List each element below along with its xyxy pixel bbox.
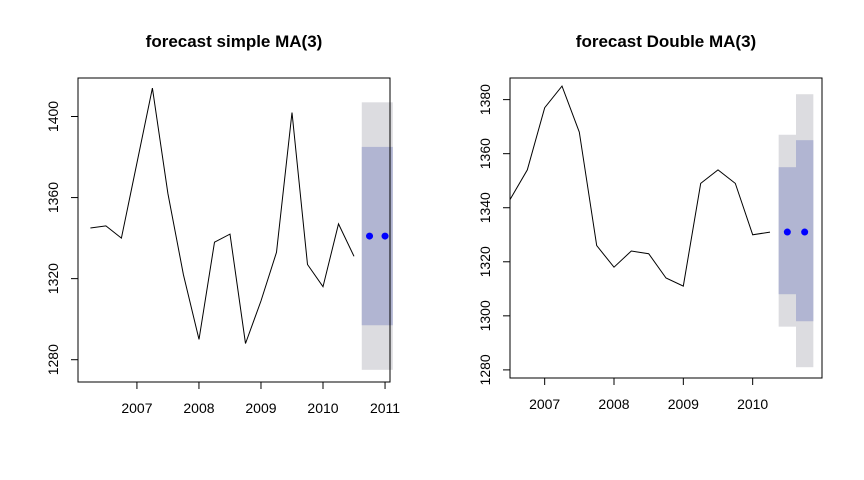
series-line	[90, 87, 355, 344]
forecast-point	[381, 232, 389, 240]
x-tick-label: 2009	[668, 396, 699, 412]
plot-frame	[509, 77, 823, 379]
forecast-point	[366, 232, 374, 240]
y-tick-label: 1280	[477, 354, 493, 385]
chart-panel-simple-ma: forecast simple MA(3) 2007 2008 2009 2010 20…	[45, 32, 400, 416]
x-tick-label: 2007	[121, 400, 152, 416]
x-tick-label: 2007	[529, 396, 560, 412]
y-tick-label: 1380	[477, 84, 493, 115]
chart-panel-double-ma: forecast Double MA(3) 2007 2008 2009 2010 12…	[477, 32, 823, 412]
series-line	[509, 85, 771, 287]
x-tick-label: 2010	[737, 396, 768, 412]
chart-title: forecast Double MA(3)	[576, 32, 756, 51]
x-tick-label: 2008	[598, 396, 629, 412]
plot-frame	[77, 77, 391, 383]
y-tick-label: 1320	[45, 263, 61, 294]
y-tick-label: 1340	[477, 192, 493, 223]
x-tick-label: 2008	[183, 400, 214, 416]
x-tick-label: 2010	[307, 400, 338, 416]
y-tick-label: 1320	[477, 246, 493, 277]
x-tick-label: 2009	[245, 400, 276, 416]
y-tick-label: 1400	[45, 101, 61, 132]
forecast-point	[801, 228, 809, 236]
forecast-point	[783, 228, 791, 236]
chart-title: forecast simple MA(3)	[146, 32, 323, 51]
y-tick-label: 1280	[45, 344, 61, 375]
y-tick-label: 1300	[477, 300, 493, 331]
y-tick-label: 1360	[45, 182, 61, 213]
x-tick-label: 2011	[370, 400, 400, 416]
y-tick-label: 1360	[477, 138, 493, 169]
